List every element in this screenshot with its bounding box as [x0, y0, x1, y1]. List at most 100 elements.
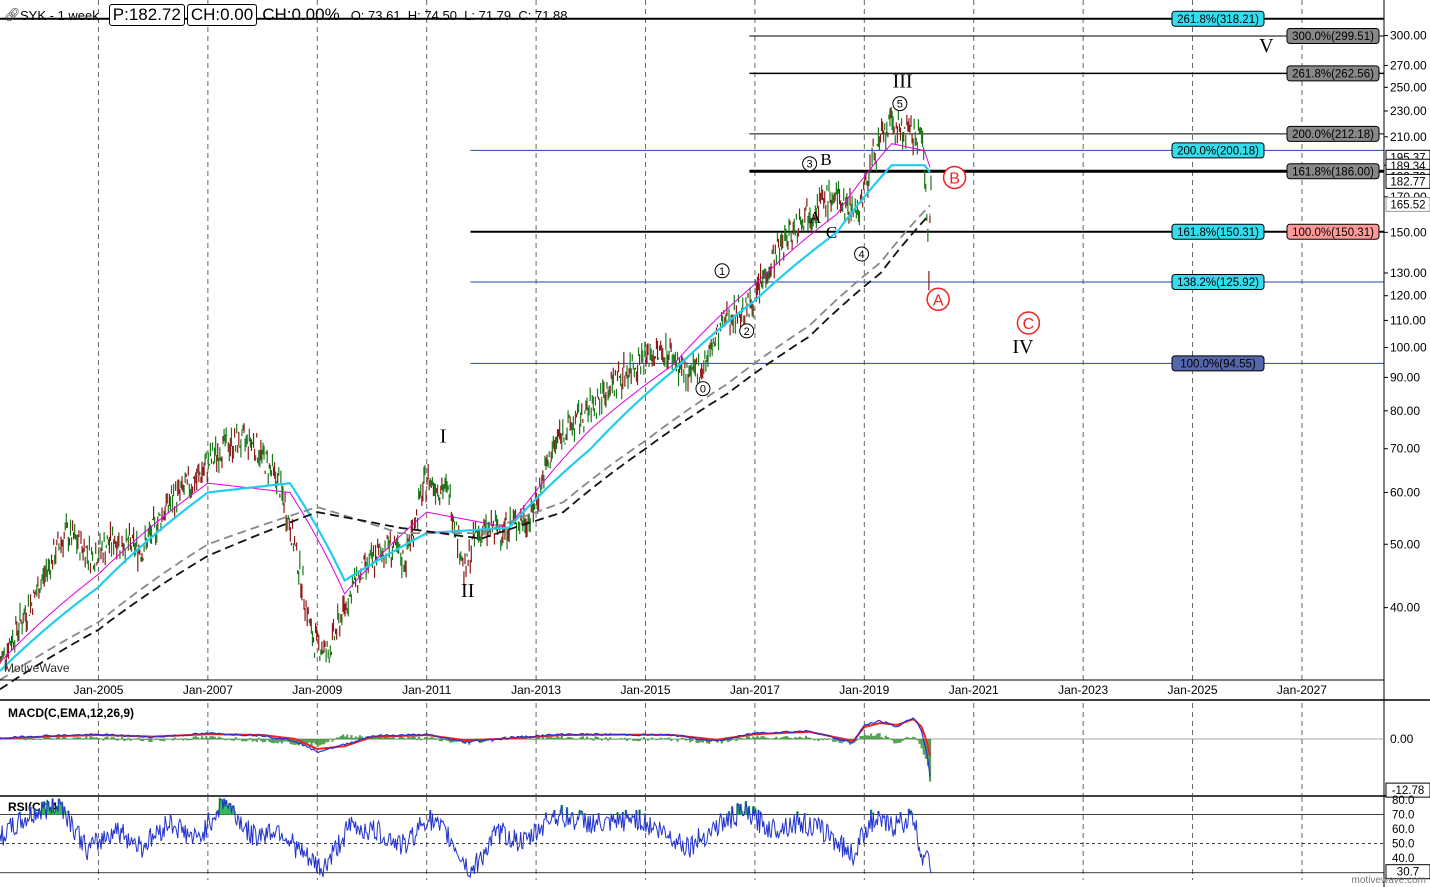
macd-histogram-bar — [278, 739, 282, 742]
macd-histogram-bar — [144, 739, 147, 740]
macd-histogram-bar — [182, 739, 185, 741]
circled-wave-label: A — [933, 292, 944, 309]
macd-histogram-bar — [192, 736, 195, 740]
macd-histogram-bar — [556, 736, 559, 740]
macd-histogram-bar — [691, 739, 694, 742]
macd-histogram-bar — [148, 739, 151, 743]
x-tick-label: Jan-2023 — [1058, 683, 1108, 697]
macd-histogram-bar — [724, 739, 728, 741]
macd-histogram-bar — [331, 739, 334, 742]
macd-histogram-bar — [129, 739, 132, 741]
macd-histogram-bar — [386, 735, 389, 740]
macd-histogram-bar — [653, 739, 656, 740]
fib-label: 261.8%(262.56) — [1292, 68, 1374, 80]
macd-histogram-bar — [207, 738, 210, 740]
macd-histogram-bar — [344, 736, 347, 740]
macd-histogram-bar — [161, 739, 164, 741]
circled-wave-label: 1 — [719, 266, 725, 278]
macd-histogram-bar — [529, 737, 532, 740]
macd-histogram-bar — [552, 737, 555, 740]
macd-histogram-bar — [228, 738, 231, 740]
fib-label-box — [1286, 223, 1380, 240]
macd-histogram-bar — [590, 737, 593, 740]
macd-histogram-bar — [249, 737, 252, 740]
wave-label: B — [820, 150, 831, 169]
macd-histogram-bar — [592, 739, 595, 741]
macd-histogram-bar — [769, 738, 772, 740]
x-tick-label: Jan-2019 — [839, 683, 889, 697]
macd-histogram-bar — [93, 737, 96, 740]
macd-histogram-bar — [85, 736, 88, 740]
macd-histogram-bar — [230, 739, 233, 741]
y-tick-label: 50.00 — [1390, 537, 1420, 551]
macd-histogram-bar — [139, 739, 143, 741]
price-tag — [1385, 196, 1430, 212]
macd-histogram-bar — [649, 738, 652, 740]
macd-histogram-bar — [760, 735, 763, 740]
macd-histogram-bar — [76, 737, 80, 740]
macd-histogram-bar — [878, 733, 881, 740]
macd-histogram-bar — [539, 739, 542, 740]
macd-histogram-bar — [920, 739, 923, 749]
x-tick-label: Jan-2013 — [511, 683, 561, 697]
macd-histogram-bar — [184, 738, 187, 740]
macd-histogram-bar — [390, 737, 393, 740]
macd-histogram-bar — [514, 738, 517, 740]
macd-histogram-bar — [360, 736, 364, 740]
macd-histogram-bar — [596, 736, 599, 740]
macd-histogram-bar — [245, 739, 248, 742]
macd-histogram-bar — [116, 739, 120, 741]
macd-histogram-bar — [773, 737, 776, 740]
macd-histogram-bar — [655, 739, 658, 741]
y-tick-label: 300.00 — [1390, 29, 1427, 43]
macd-histogram-bar — [550, 736, 553, 740]
macd-histogram-bar — [272, 739, 275, 744]
circled-wave-marker — [714, 263, 730, 279]
link-icon[interactable]: 🔗︎ — [4, 7, 21, 22]
macd-histogram-bar — [636, 739, 639, 742]
macd-histogram-bar — [358, 735, 361, 740]
moving-average-line — [0, 143, 931, 663]
macd-histogram-bar — [785, 735, 789, 740]
macd-histogram-bar — [775, 736, 778, 740]
macd-histogram-bar — [51, 739, 54, 740]
macd-histogram-bar — [632, 739, 635, 742]
macd-histogram-bar — [432, 737, 435, 740]
macd-histogram-bar — [598, 738, 601, 740]
macd-histogram-bar — [821, 739, 824, 741]
macd-histogram-bar — [628, 738, 631, 740]
macd-histogram-bar — [297, 739, 300, 746]
macd-histogram-bar — [259, 739, 263, 742]
macd-histogram-bar — [912, 736, 915, 740]
macd-histogram-bar — [240, 739, 244, 742]
macd-histogram-bar — [840, 739, 843, 744]
macd-histogram-bar — [577, 738, 580, 740]
macd-histogram-bar — [60, 738, 63, 740]
macd-histogram-bar — [750, 738, 753, 740]
macd-histogram-bar — [335, 737, 338, 740]
price-tag-label: 182.77 — [1390, 176, 1425, 188]
rsi-tick-label: 80.0 — [1392, 795, 1414, 807]
macd-histogram-bar — [613, 738, 616, 740]
macd-histogram-bar — [356, 737, 359, 740]
macd-histogram-bar — [102, 739, 105, 741]
circled-wave-label: 3 — [807, 159, 813, 171]
macd-histogram-bar — [903, 738, 906, 740]
macd-histogram-bar — [914, 737, 917, 740]
change-pct-readout: CH:0.00% — [262, 5, 340, 24]
macd-histogram-bar — [78, 737, 82, 740]
macd-histogram-bar — [886, 737, 890, 740]
y-tick-label: 230.00 — [1390, 104, 1427, 118]
price-tag-label: 165.52 — [1390, 199, 1425, 211]
macd-histogram-bar — [152, 738, 155, 740]
macd-histogram-bar — [832, 739, 835, 742]
macd-histogram-bar — [623, 737, 627, 740]
y-tick-label: 100.00 — [1390, 340, 1427, 354]
macd-histogram-bar — [247, 739, 250, 741]
macd-histogram-bar — [586, 736, 589, 740]
y-tick-label: 120.00 — [1390, 289, 1427, 303]
macd-histogram-bar — [64, 736, 67, 740]
macd-histogram-bar — [527, 739, 530, 740]
macd-histogram-bar — [179, 738, 183, 740]
